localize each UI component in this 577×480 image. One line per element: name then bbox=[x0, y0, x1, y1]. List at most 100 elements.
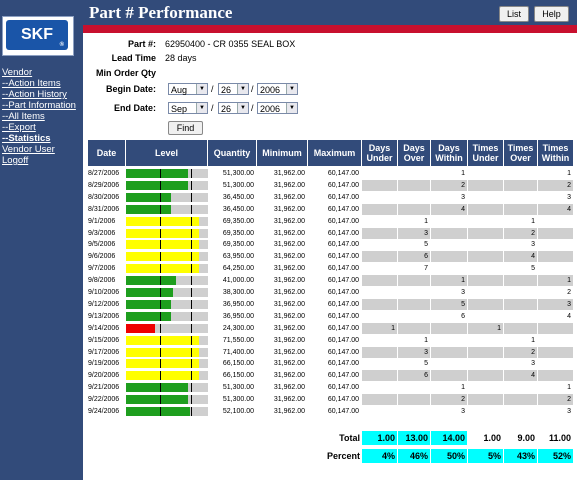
end-month-select[interactable]: Sep ▼ bbox=[168, 102, 208, 114]
cell-minimum: 31,962.00 bbox=[273, 408, 305, 415]
part-label: Part #: bbox=[127, 39, 156, 49]
threshold-marker bbox=[190, 276, 192, 286]
end-day-select[interactable]: 26 ▼ bbox=[218, 102, 249, 114]
level-bar bbox=[126, 276, 208, 286]
cell-maximum: 60,147.00 bbox=[327, 289, 359, 296]
cell-maximum: 60,147.00 bbox=[327, 205, 359, 213]
find-button[interactable]: Find bbox=[168, 121, 203, 135]
threshold-marker bbox=[160, 264, 162, 274]
cell-to bbox=[504, 322, 537, 334]
cell-tu bbox=[468, 358, 503, 369]
cell-dw: 3 bbox=[461, 408, 465, 415]
cell-do: 6 bbox=[398, 370, 430, 382]
table-row: 9/3/2006 69,350.00 31,962.00 60,147.00 3 2 bbox=[88, 227, 574, 239]
cell-tu bbox=[468, 406, 503, 417]
cell-level bbox=[126, 263, 208, 274]
threshold-marker bbox=[190, 216, 192, 226]
cell-maximum: 60,147.00 bbox=[327, 277, 359, 285]
cell-level bbox=[126, 370, 208, 381]
cell-tw bbox=[538, 358, 573, 369]
sidebar: SKF ® Vendor --Action Items --Action Histor… bbox=[0, 0, 83, 480]
cell-dw bbox=[431, 239, 467, 250]
cell-quantity: 36,950.00 bbox=[222, 300, 254, 308]
cell-date: 9/7/2006 bbox=[88, 265, 116, 273]
table-row: 9/15/2006 71,550.00 31,962.00 60,147.00 1 1 bbox=[88, 335, 574, 346]
sidebar-link[interactable]: --Part Information bbox=[2, 100, 76, 111]
sidebar-link[interactable]: --All Items bbox=[2, 111, 45, 122]
percent-value: 52% bbox=[538, 449, 573, 463]
cell-minimum: 31,962.00 bbox=[273, 300, 305, 308]
level-fill bbox=[126, 347, 199, 357]
table-row: 9/19/2006 66,150.00 31,962.00 60,147.00 5 3 bbox=[88, 358, 574, 369]
cell-dw: 1 bbox=[461, 384, 465, 392]
threshold-marker bbox=[160, 276, 162, 286]
end-year-select[interactable]: 2006 ▼ bbox=[257, 102, 298, 114]
threshold-marker bbox=[190, 323, 192, 333]
threshold-marker bbox=[190, 371, 192, 381]
cell-tw bbox=[538, 346, 573, 358]
table-row: 9/24/2006 52,100.00 31,962.00 60,147.00 3 3 bbox=[88, 406, 574, 417]
cell-date: 9/15/2006 bbox=[88, 336, 120, 344]
list-button[interactable]: List bbox=[499, 6, 529, 22]
percent-label: Percent bbox=[326, 451, 360, 461]
begin-year-select[interactable]: 2006 ▼ bbox=[257, 83, 298, 95]
cell-date: 8/29/2006 bbox=[88, 181, 120, 189]
cell-du: 1 bbox=[362, 322, 397, 334]
cell-minimum: 31,962.00 bbox=[273, 170, 305, 177]
cell-du bbox=[362, 382, 397, 393]
sidebar-nav: Vendor --Action Items --Action History --Pa… bbox=[2, 67, 76, 166]
begin-day-select[interactable]: 26 ▼ bbox=[218, 83, 249, 95]
cell-minimum: 31,962.00 bbox=[273, 205, 305, 213]
level-bar bbox=[126, 240, 208, 250]
cell-tw: 2 bbox=[538, 179, 573, 191]
table-row: 9/5/2006 69,350.00 31,962.00 60,147.00 5 3 bbox=[88, 239, 574, 250]
level-fill bbox=[126, 228, 199, 238]
cell-quantity: 51,300.00 bbox=[222, 170, 254, 177]
cell-minimum: 31,962.00 bbox=[273, 193, 305, 201]
sidebar-link[interactable]: Vendor bbox=[2, 67, 33, 78]
table-row: 8/27/2006 51,300.00 31,962.00 60,147.00 1 1 bbox=[88, 168, 574, 179]
cell-dw: 2 bbox=[431, 179, 467, 191]
chevron-down-icon: ▼ bbox=[196, 103, 207, 113]
cell-quantity: 64,250.00 bbox=[222, 265, 254, 273]
table-row: 9/20/2006 66,150.00 31,962.00 60,147.00 6 4 bbox=[88, 370, 574, 382]
cell-quantity: 69,350.00 bbox=[222, 229, 254, 237]
cell-level bbox=[126, 299, 208, 310]
sidebar-link[interactable]: Logoff bbox=[2, 155, 29, 166]
begin-month-select[interactable]: Aug ▼ bbox=[168, 83, 208, 95]
cell-tw bbox=[538, 227, 573, 239]
help-button[interactable]: Help bbox=[534, 6, 569, 22]
cell-maximum: 60,147.00 bbox=[327, 360, 359, 368]
cell-du bbox=[362, 311, 397, 322]
cell-date: 9/12/2006 bbox=[88, 300, 120, 308]
cell-level bbox=[126, 180, 208, 191]
skf-logo: SKF ® bbox=[2, 16, 74, 56]
sidebar-link[interactable]: Vendor User bbox=[2, 144, 55, 155]
sidebar-link[interactable]: --Statistics bbox=[2, 133, 51, 144]
sidebar-link[interactable]: --Action Items bbox=[2, 78, 61, 89]
threshold-marker bbox=[160, 240, 162, 250]
cell-dw bbox=[431, 251, 467, 263]
cell-date: 9/14/2006 bbox=[88, 324, 120, 332]
level-fill bbox=[126, 371, 199, 381]
sidebar-link[interactable]: --Export bbox=[2, 122, 36, 133]
cell-to bbox=[504, 382, 537, 393]
level-bar bbox=[126, 323, 208, 333]
threshold-marker bbox=[160, 323, 162, 333]
column-header: Days Over bbox=[398, 140, 430, 166]
cell-tu bbox=[468, 275, 503, 287]
cell-level bbox=[126, 406, 208, 417]
table-row: 9/22/2006 51,300.00 31,962.00 60,147.00 2 2 bbox=[88, 394, 574, 406]
cell-dw bbox=[431, 346, 467, 358]
level-bar bbox=[126, 299, 208, 309]
cell-tw bbox=[538, 370, 573, 382]
threshold-marker bbox=[190, 204, 192, 214]
total-value: 1.00 bbox=[362, 431, 397, 445]
cell-minimum: 31,962.00 bbox=[273, 217, 305, 225]
cell-quantity: 38,300.00 bbox=[222, 289, 254, 296]
cell-level bbox=[126, 239, 208, 250]
cell-do bbox=[398, 311, 430, 322]
sidebar-link[interactable]: --Action History bbox=[2, 89, 67, 100]
cell-do bbox=[398, 192, 430, 203]
title-bar: Part # Performance List Help bbox=[83, 0, 577, 25]
